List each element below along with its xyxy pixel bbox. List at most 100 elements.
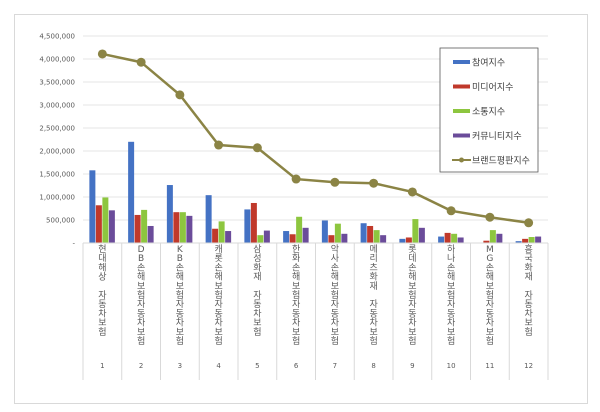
brand-point-7 — [369, 178, 379, 188]
bar-1-6 — [328, 235, 335, 243]
legend-label: 소통지수 — [472, 107, 505, 118]
bar-3-10 — [496, 233, 503, 243]
bar-2-3 — [218, 221, 225, 243]
bar-1-10 — [483, 240, 490, 243]
brand-point-9 — [446, 206, 456, 216]
y-tick-label: 2,000,000 — [39, 148, 75, 156]
bar-0-4 — [244, 209, 251, 243]
bar-1-9 — [444, 232, 451, 243]
y-tick-label: 3,000,000 — [39, 102, 75, 110]
bar-1-8 — [405, 237, 412, 243]
bar-2-9 — [451, 233, 458, 243]
brand-point-11 — [524, 218, 534, 228]
bar-3-1 — [147, 225, 154, 243]
rank-label: 1 — [100, 362, 104, 370]
y-tick-label: 1,000,000 — [39, 194, 75, 202]
rank-label: 6 — [294, 362, 299, 370]
brand-point-4 — [252, 143, 262, 153]
bar-1-2 — [173, 212, 180, 243]
y-tick-label: 4,000,000 — [39, 56, 75, 64]
rank-label: 7 — [333, 362, 337, 370]
bar-2-10 — [489, 230, 496, 243]
brand-point-0 — [97, 49, 107, 59]
bar-3-6 — [341, 233, 348, 243]
brand-point-5 — [291, 174, 301, 184]
bar-3-9 — [457, 237, 464, 243]
bar-0-11 — [515, 241, 522, 243]
bar-2-4 — [257, 235, 264, 243]
bar-3-3 — [225, 231, 232, 243]
rank-label: 3 — [178, 362, 182, 370]
brand-point-8 — [407, 187, 417, 197]
bar-0-9 — [438, 236, 445, 243]
rank-label: 8 — [371, 362, 375, 370]
bar-1-1 — [134, 214, 141, 243]
legend-label: 브랜드평판지수 — [472, 156, 530, 167]
legend-swatch-2 — [453, 109, 470, 113]
bar-1-0 — [95, 205, 102, 243]
bar-0-2 — [166, 185, 173, 243]
brand-point-10 — [485, 212, 495, 222]
rank-label: 4 — [216, 362, 221, 370]
bar-2-5 — [296, 216, 303, 243]
brand-point-3 — [214, 140, 224, 150]
bar-0-5 — [283, 231, 290, 243]
bar-3-4 — [263, 230, 270, 243]
bar-0-8 — [399, 238, 406, 243]
y-tick-label: 1,500,000 — [39, 171, 75, 179]
bar-3-5 — [302, 227, 309, 243]
brand-point-2 — [175, 90, 185, 100]
bar-1-3 — [212, 228, 219, 243]
bar-1-5 — [289, 234, 296, 243]
bar-0-6 — [321, 220, 328, 243]
bar-3-8 — [418, 227, 425, 243]
brand-line-path — [102, 52, 529, 224]
brand-line — [97, 49, 534, 228]
bar-2-8 — [412, 219, 419, 243]
y-tick-label: - — [72, 240, 75, 248]
bar-3-0 — [108, 210, 115, 243]
bar-2-11 — [528, 237, 535, 243]
bar-3-2 — [186, 215, 193, 243]
legend-swatch-0 — [453, 60, 470, 64]
legend-swatch-3 — [453, 133, 470, 138]
brand-point-1 — [136, 57, 146, 67]
bar-0-1 — [128, 141, 135, 243]
bar-0-0 — [89, 170, 96, 243]
rank-label: 5 — [255, 362, 259, 370]
bar-3-7 — [380, 235, 387, 243]
rank-label: 9 — [410, 362, 414, 370]
y-tick-label: 500,000 — [46, 217, 75, 225]
brand-point-6 — [330, 177, 340, 187]
y-axis: - 500,000 1,000,000 1,500,000 2,000,000 2,500… — [39, 33, 75, 248]
legend-label: 미디어지수 — [472, 82, 513, 93]
chart-frame — [14, 14, 588, 404]
bar-1-7 — [367, 225, 374, 243]
bar-2-1 — [141, 209, 148, 243]
bars — [89, 141, 542, 243]
y-tick-label: 3,500,000 — [39, 79, 75, 87]
legend-label: 참여지수 — [472, 57, 505, 69]
rank-label: 2 — [139, 362, 143, 370]
bar-2-6 — [334, 223, 341, 243]
bar-2-2 — [179, 212, 186, 243]
rank-label: 11 — [485, 362, 494, 370]
bar-3-11 — [535, 236, 542, 243]
legend-swatch-1 — [453, 84, 470, 89]
y-tick-label: 2,500,000 — [39, 125, 75, 133]
bar-0-7 — [360, 223, 367, 243]
bar-2-7 — [373, 230, 380, 243]
